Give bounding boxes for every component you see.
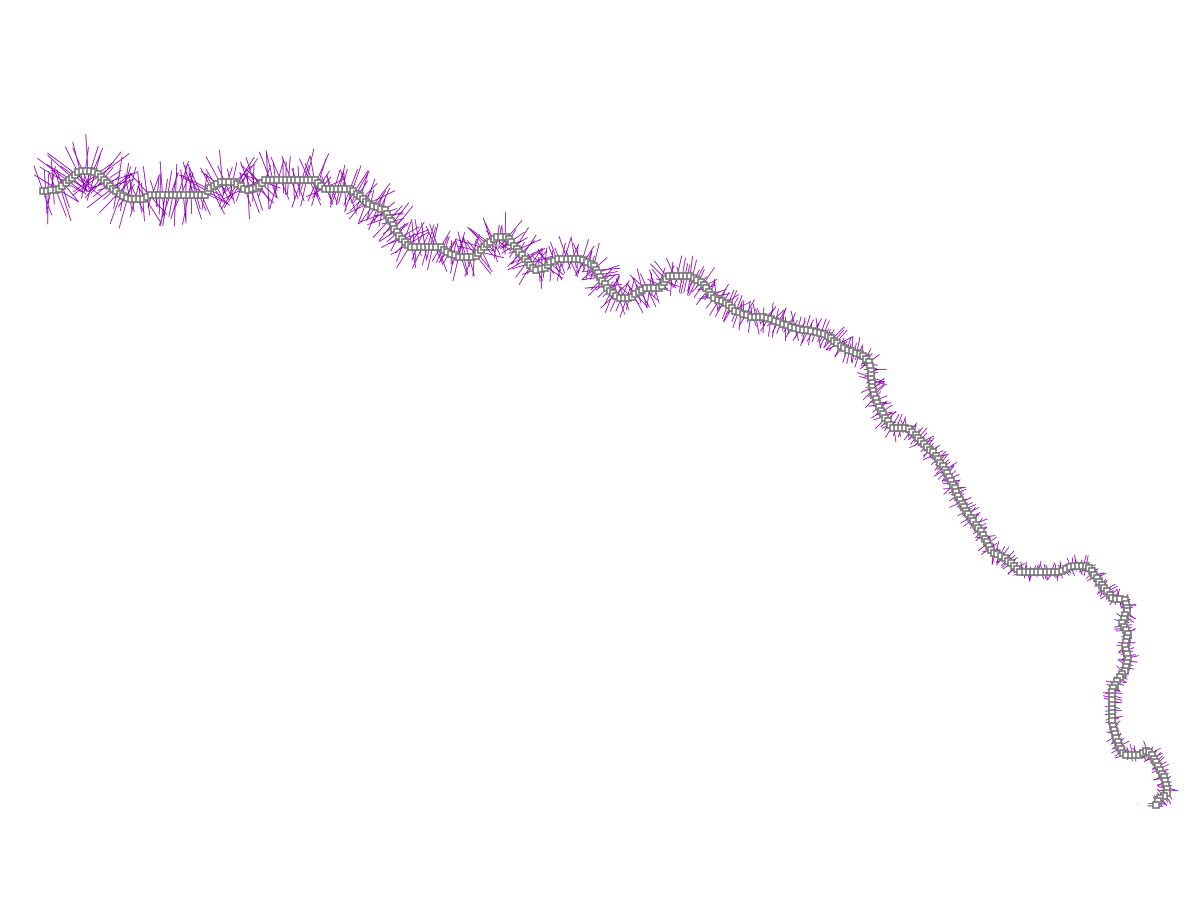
normal-line [189,185,231,206]
normal-line [411,221,417,263]
normal-line [558,235,571,270]
normal-line [459,239,471,267]
normal-line [498,220,523,249]
normal-line [609,288,621,312]
normal-line [653,260,677,289]
normal-line [335,164,346,206]
normal-line [565,250,579,278]
normal-line [187,163,211,216]
normal-line [282,158,284,194]
normal-line [120,162,130,211]
normal-line [291,168,305,202]
normal-line [485,230,512,252]
normal-line [509,226,530,258]
normal-line [456,239,496,252]
normal-line [155,174,160,207]
normal-line [124,174,133,212]
normal-line [258,151,278,199]
normal-line [269,161,284,210]
normal-line [99,179,132,214]
normal-line [55,172,72,222]
normal-line [349,190,373,220]
normal-line [39,166,83,193]
normal-line [48,170,67,217]
normal-line [142,166,151,216]
normal-line [457,231,469,275]
normal-line [218,166,233,207]
normal-line [368,193,384,231]
normal-line [113,156,123,209]
normal-line [265,150,278,197]
normal-line [47,154,88,192]
normal-line [137,170,142,213]
normal-line [468,227,494,256]
normal-line [47,173,49,225]
path-cells-layer [39,167,1171,809]
normal-line [103,173,134,200]
normal-line [588,274,611,296]
normal-line [619,288,631,318]
path-cell [1152,801,1160,809]
normal-line [181,174,223,197]
normal-line [355,172,369,212]
normal-line [60,165,102,197]
normal-line [97,178,135,191]
normal-line [590,242,600,280]
normal-line [178,174,229,204]
normal-line [571,238,577,269]
normal-line [72,141,85,186]
normal-line [347,170,369,202]
normal-line [72,147,89,185]
normal-line [219,149,224,195]
normal-line [73,161,115,193]
normal-line [182,161,202,220]
normal-line [388,229,430,245]
